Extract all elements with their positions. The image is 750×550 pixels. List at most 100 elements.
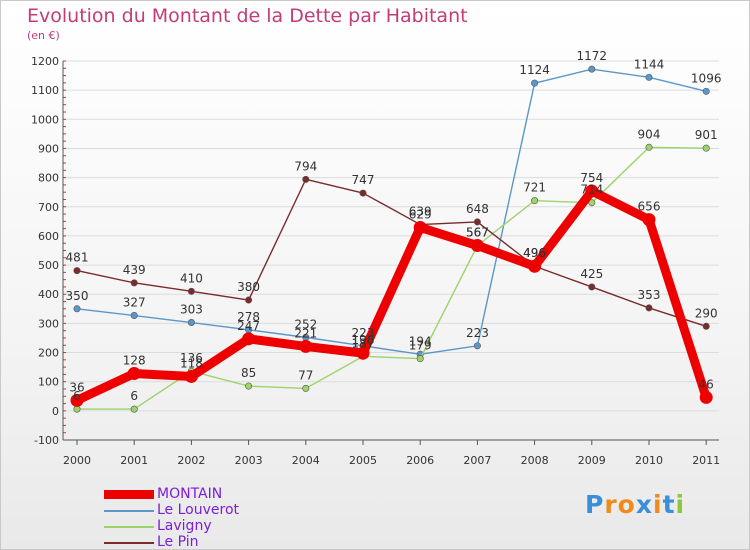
data-label: 290 — [695, 306, 718, 320]
data-label: 656 — [638, 200, 661, 214]
data-label: 904 — [638, 127, 661, 141]
data-label: 496 — [523, 246, 546, 260]
data-label: 901 — [695, 128, 718, 142]
data-label: 223 — [466, 326, 489, 340]
data-point — [70, 393, 84, 407]
legend-item-le-louverot: Le Louverot — [104, 502, 354, 519]
data-label: 278 — [237, 310, 260, 324]
brand-letter: i — [675, 490, 686, 519]
legend-label: MONTAIN — [157, 486, 223, 502]
data-point — [127, 367, 141, 381]
series-line-montain — [72, 186, 711, 405]
data-point — [299, 339, 313, 353]
data-label: 567 — [466, 226, 489, 240]
brand-letter: t — [662, 490, 676, 519]
data-point — [645, 73, 653, 81]
data-point — [588, 65, 596, 73]
data-point — [588, 199, 596, 207]
chart-title: Evolution du Montant de la Dette par Hab… — [27, 5, 468, 27]
data-point — [473, 342, 481, 350]
data-label: 439 — [123, 263, 146, 277]
legend-swatch — [104, 526, 154, 528]
data-point — [528, 259, 542, 273]
legend-swatch — [104, 490, 154, 499]
x-tick-label: 2006 — [406, 454, 434, 467]
y-tick-label: 100 — [38, 376, 59, 389]
data-point — [302, 384, 310, 392]
legend-swatch — [104, 542, 154, 544]
data-point — [413, 220, 427, 234]
data-label: 136 — [180, 351, 203, 365]
y-tick-label: 1000 — [31, 113, 59, 126]
data-point — [470, 239, 484, 253]
data-label: 187 — [352, 336, 375, 350]
data-label: 179 — [409, 339, 432, 353]
brand-letter: r — [604, 490, 618, 519]
data-label: 714 — [580, 183, 603, 197]
data-label: 198 — [352, 333, 375, 347]
data-point — [187, 319, 195, 327]
data-label: 350 — [66, 289, 89, 303]
series-line-le-pin — [76, 178, 707, 327]
brand-logo: Proxiti — [585, 490, 685, 519]
data-label: 425 — [580, 267, 603, 281]
data-label: 194 — [409, 334, 432, 348]
y-tick-label: 500 — [38, 259, 59, 272]
data-point — [642, 213, 656, 227]
data-point — [531, 79, 539, 87]
data-point — [184, 369, 198, 383]
data-point — [187, 287, 195, 295]
data-label: 1144 — [634, 57, 665, 71]
x-tick-label: 2007 — [463, 454, 491, 467]
data-point — [130, 405, 138, 413]
series-line-le-louverot — [76, 68, 707, 355]
data-label: 252 — [294, 317, 317, 331]
data-label: 747 — [352, 173, 375, 187]
legend-label: Le Louverot — [157, 502, 240, 518]
legend-item-le-pin: Le Pin — [104, 534, 354, 550]
brand-letter: x — [635, 490, 653, 519]
data-point — [699, 390, 713, 404]
legend: MONTAIN Le Louverot Lavigny Le Pin — [104, 486, 354, 550]
x-tick-label: 2001 — [120, 454, 148, 467]
data-point — [359, 189, 367, 197]
x-tick-label: 2004 — [292, 454, 320, 467]
data-label: 6 — [130, 389, 138, 403]
data-point — [702, 322, 710, 330]
data-label: 754 — [580, 171, 603, 185]
brand-letter: i — [653, 490, 663, 519]
data-label: 327 — [123, 296, 146, 310]
y-tick-label: -100 — [34, 434, 59, 447]
x-tick-label: 2008 — [521, 454, 549, 467]
x-tick-label: 2010 — [635, 454, 663, 467]
data-label: 481 — [66, 251, 89, 265]
y-tick-label: 300 — [38, 317, 59, 330]
data-label: 223 — [352, 326, 375, 340]
data-label: 36 — [69, 380, 84, 394]
y-tick-label: 700 — [38, 201, 59, 214]
data-point — [645, 304, 653, 312]
data-point — [73, 405, 81, 413]
data-label: 648 — [466, 202, 489, 216]
data-point — [245, 382, 253, 390]
data-label: 118 — [180, 356, 203, 370]
data-point — [130, 279, 138, 287]
data-label: 639 — [409, 205, 432, 219]
data-point — [645, 143, 653, 151]
data-point — [356, 346, 370, 360]
data-point — [702, 144, 710, 152]
x-tick-label: 2000 — [63, 454, 91, 467]
data-point — [73, 305, 81, 313]
data-point — [585, 184, 599, 198]
data-point — [130, 312, 138, 320]
x-tick-label: 2003 — [235, 454, 263, 467]
y-tick-label: 1200 — [31, 55, 59, 68]
data-label: 794 — [294, 159, 317, 173]
data-label: 1096 — [691, 71, 722, 85]
data-point — [302, 175, 310, 183]
data-point — [531, 197, 539, 205]
legend-label: Lavigny — [157, 518, 212, 534]
y-tick-label: 200 — [38, 347, 59, 360]
legend-label: Le Pin — [157, 534, 199, 550]
